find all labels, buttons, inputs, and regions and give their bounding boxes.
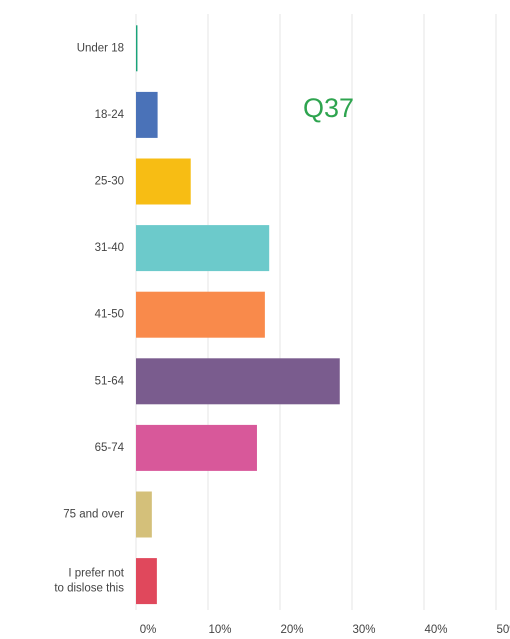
- bar: [136, 91, 158, 138]
- bar: [136, 358, 340, 405]
- bar: [136, 158, 191, 205]
- annotation: Q37: [303, 93, 354, 123]
- bar: [136, 424, 257, 471]
- x-tick-label: 0%: [140, 624, 157, 636]
- x-tick-label: 50%: [496, 624, 510, 636]
- x-tick-label: 30%: [352, 624, 375, 636]
- y-tick-label: 31-40: [95, 242, 124, 254]
- x-tick-label: 40%: [424, 624, 447, 636]
- y-tick-label: 41-50: [95, 309, 124, 321]
- y-tick-label: I prefer not to dislose this: [54, 568, 124, 595]
- bar: [136, 225, 270, 272]
- y-tick-label: Under 18: [77, 42, 124, 54]
- y-tick-label: 25-30: [95, 176, 124, 188]
- x-tick-label: 20%: [280, 624, 303, 636]
- bar: [136, 558, 157, 605]
- bar: [136, 291, 265, 338]
- x-tick-label: 10%: [208, 624, 231, 636]
- y-tick-label: 51-64: [95, 375, 125, 387]
- bar: [136, 491, 152, 538]
- bar: [136, 25, 138, 72]
- y-tick-label: 18-24: [95, 109, 125, 121]
- y-tick-label: 65-74: [95, 442, 125, 454]
- y-tick-label: 75 and over: [63, 509, 124, 521]
